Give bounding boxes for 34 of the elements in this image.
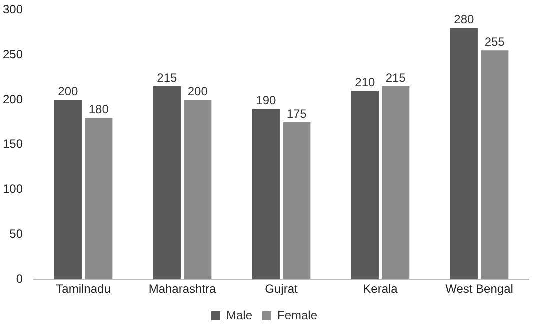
y-tick-label: 100	[2, 182, 24, 196]
data-label: 180	[88, 102, 110, 116]
data-label: 215	[386, 70, 406, 85]
bar	[450, 28, 478, 280]
y-tick-label: 250	[2, 47, 24, 62]
data-label: 175	[286, 106, 308, 121]
y-tick-label: 50	[10, 227, 24, 242]
data-label: 200	[58, 84, 79, 98]
bar	[351, 91, 379, 280]
bar	[54, 100, 82, 280]
y-tick-label: 150	[2, 137, 24, 152]
data-label: 280	[454, 12, 474, 26]
bar	[184, 100, 212, 280]
bar	[252, 108, 280, 280]
bar	[153, 86, 181, 280]
x-tick-label: Maharashtra	[148, 282, 217, 296]
y-tick-label: 300	[2, 2, 24, 17]
bar	[85, 118, 113, 280]
x-tick-label: Kerala	[363, 282, 398, 296]
data-label: 215	[157, 70, 178, 85]
data-label: 190	[256, 93, 276, 108]
y-tick-label: 200	[2, 92, 24, 106]
data-label: 255	[484, 34, 506, 49]
y-tick-label: 0	[16, 272, 24, 286]
bar	[283, 122, 311, 280]
bar	[481, 50, 509, 280]
legend-label: Female	[278, 308, 318, 322]
data-label: 200	[188, 84, 208, 98]
legend-label: Male	[226, 308, 253, 322]
x-tick-label: Gujrat	[265, 282, 299, 296]
x-tick-label: West Bengal	[446, 282, 514, 296]
bar	[382, 86, 410, 280]
data-label: 210	[355, 75, 376, 90]
x-tick-label: Tamilnadu	[56, 282, 111, 296]
